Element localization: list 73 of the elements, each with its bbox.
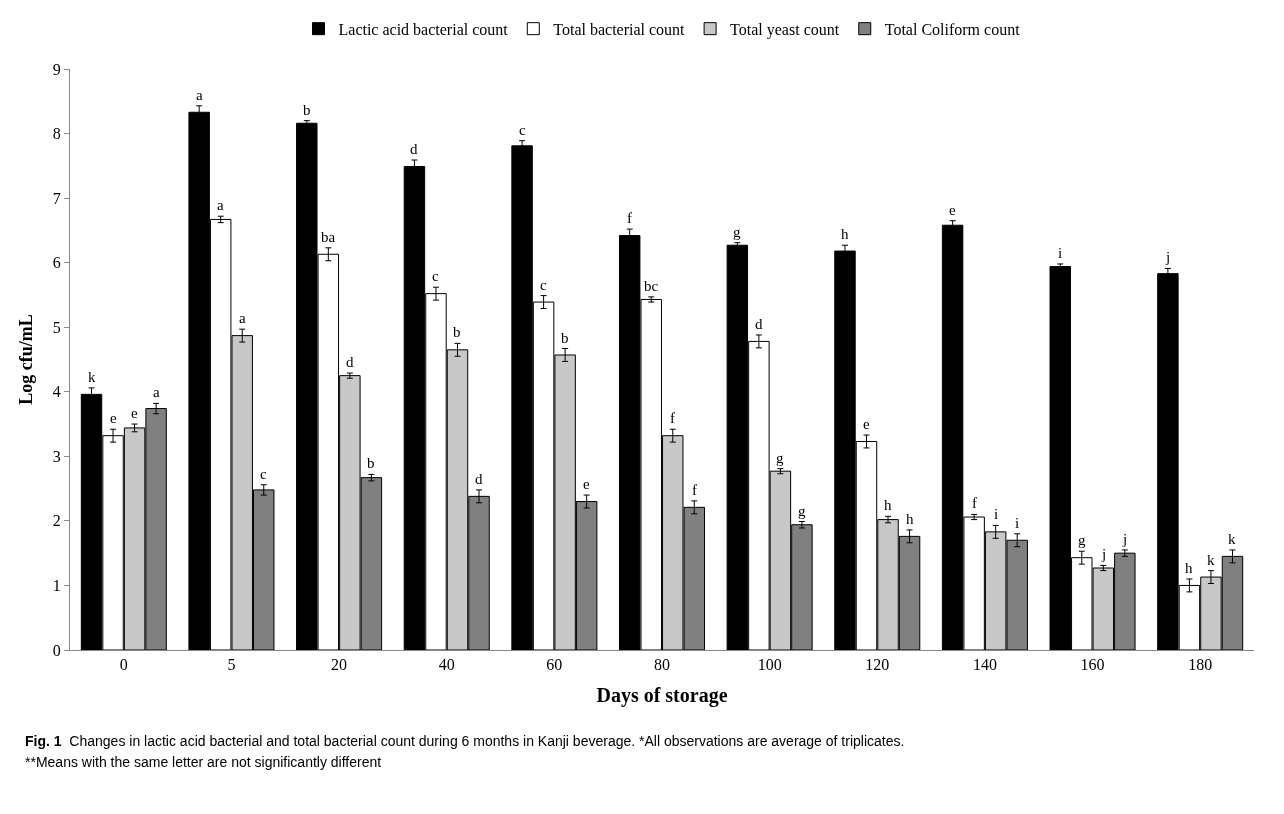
x-tick-label: 0 <box>119 656 128 674</box>
x-tick-label: 160 <box>1080 656 1105 674</box>
data-label: c <box>260 466 267 482</box>
data-label: b <box>453 324 461 340</box>
legend-label: Total bacterial count <box>553 20 686 38</box>
x-tick-label: 80 <box>654 656 670 674</box>
data-label: k <box>1207 552 1215 568</box>
x-tick-label: 60 <box>546 656 563 674</box>
data-label: g <box>776 450 784 466</box>
y-tick-label: 0 <box>52 641 61 659</box>
data-label: bc <box>644 278 659 294</box>
data-label: d <box>755 316 763 332</box>
data-label: i <box>1015 515 1020 531</box>
data-label: a <box>196 87 203 103</box>
x-tick-label: 20 <box>331 656 348 674</box>
data-label: e <box>131 405 138 421</box>
data-label: f <box>670 410 675 426</box>
data-label: d <box>346 354 354 370</box>
y-tick-label: 8 <box>52 125 61 143</box>
data-label: c <box>540 277 547 293</box>
x-tick-label: 40 <box>438 656 455 674</box>
y-tick-label: 6 <box>52 254 61 272</box>
data-label: g <box>1078 532 1086 548</box>
data-label: k <box>1228 531 1236 547</box>
data-label: g <box>733 224 741 240</box>
data-label: d <box>410 141 418 157</box>
data-label: b <box>561 330 569 346</box>
data-label: j <box>1122 531 1128 547</box>
x-tick-label: 120 <box>865 656 890 674</box>
data-label: k <box>88 369 96 385</box>
data-label: i <box>1058 245 1063 261</box>
data-label: e <box>949 202 956 218</box>
data-label: f <box>972 495 977 511</box>
caption: Fig. 1 Changes in lactic acid bacterial and total bacterial count during 6 months in Kanji beverage. *All observations are average of triplicates. <box>25 733 905 749</box>
y-tick-label: 4 <box>52 383 61 401</box>
y-tick-label: 2 <box>52 512 61 530</box>
x-tick-label: 140 <box>972 656 997 674</box>
data-label: e <box>863 416 870 432</box>
y-tick-label: 1 <box>52 577 61 595</box>
data-label: c <box>519 122 526 138</box>
data-label: d <box>475 471 483 487</box>
x-tick-label: 100 <box>757 656 782 674</box>
x-axis-title: Days of storage <box>596 683 728 707</box>
legend-label: Total yeast count <box>730 20 840 39</box>
y-tick-label: 9 <box>52 60 61 78</box>
x-tick-label: 180 <box>1188 656 1213 674</box>
y-tick-label: 3 <box>52 447 61 465</box>
data-label: h <box>1185 560 1193 576</box>
legend-label: Lactic acid bacterial count <box>338 20 509 38</box>
data-label: f <box>627 210 632 226</box>
legend-label: Total Coliform count <box>884 20 1021 38</box>
data-label: a <box>217 197 224 213</box>
data-label: e <box>583 476 590 492</box>
data-label: a <box>153 384 160 400</box>
y-axis-title: Log cfu/mL <box>16 314 36 405</box>
y-tick-label: 5 <box>52 318 61 336</box>
data-label: b <box>367 455 375 471</box>
data-label: h <box>841 226 849 242</box>
data-label: e <box>110 410 117 426</box>
data-label: j <box>1165 249 1171 265</box>
data-label: j <box>1101 546 1107 562</box>
data-label: c <box>432 268 439 284</box>
data-label: b <box>303 102 311 118</box>
data-label: f <box>692 482 697 498</box>
text: **Means with the same letter are not significantly different <box>25 754 382 770</box>
data-label: i <box>994 506 999 522</box>
y-tick-label: 7 <box>52 189 61 207</box>
data-label: g <box>798 503 806 519</box>
data-label: h <box>884 497 892 513</box>
data-label: ba <box>321 229 336 245</box>
data-label: h <box>906 511 914 527</box>
data-label: a <box>239 310 246 326</box>
x-tick-label: 5 <box>227 656 236 674</box>
